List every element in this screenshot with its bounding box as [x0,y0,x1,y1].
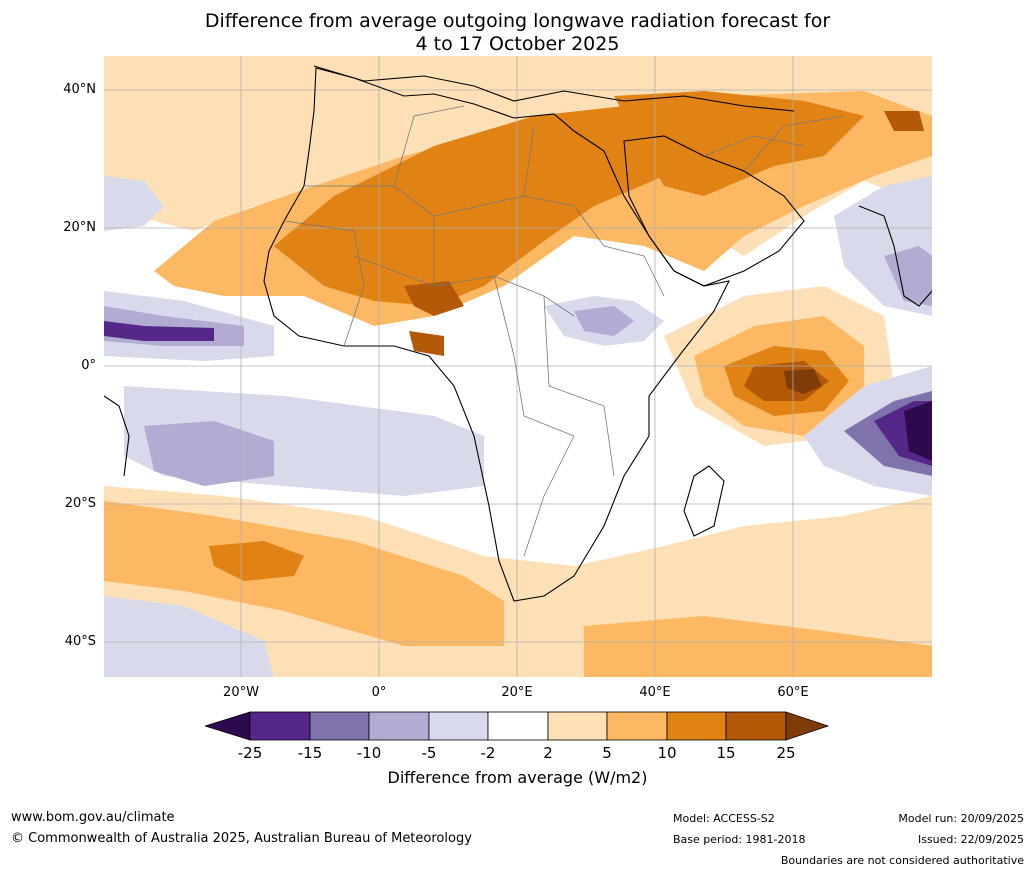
colorbar-tick: -15 [297,744,323,762]
graticule [104,56,932,677]
shade-gulf-guinea-brown [404,281,464,316]
colorbar-segment-1 [249,711,311,741]
model-run-text: Model run: 20/09/2025 [898,812,1024,825]
colorbar-arrow-max [785,711,830,741]
disclaimer-text: Boundaries are not considered authoritat… [780,854,1024,867]
shade-india-mid-purple [884,246,932,306]
colorbar [205,711,830,741]
lon-label-20w: 20°W [223,685,259,700]
europe-coastline [313,65,795,112]
copyright-text: © Commonwealth of Australia 2025, Austra… [11,831,472,846]
colorbar-segment-2 [309,711,370,741]
shade-west-atlantic-purple [104,176,164,231]
shade-south-atlantic-mid-purple [144,421,274,486]
colorbar-segment-7 [606,711,668,741]
lon-label-40e: 40°E [639,685,671,700]
colorbar-arrow-min [205,711,251,741]
shade-se-indian-deepest-purple [904,401,932,461]
lat-label-20s: 20°S [64,496,96,511]
shade-gulf-guinea-brown-2 [409,331,444,356]
colorbar-tick: 15 [716,744,736,762]
lat-label-40n: 40°N [63,82,96,97]
colorbar-segment-8 [666,711,727,741]
shade-southern-purple [104,596,274,677]
colorbar-segment-4 [428,711,489,741]
lat-label-20n: 20°N [63,220,96,235]
colorbar-tick: -5 [421,744,437,762]
issued-text: Issued: 22/09/2025 [917,833,1024,846]
chart-title: Difference from average outgoing longwav… [0,10,1035,56]
shade-indian-deep-brown [784,369,822,394]
india-coastline [858,205,932,307]
madagascar-coastline [683,465,725,537]
colorbar-segment-3 [368,711,430,741]
lat-label-0: 0° [81,358,96,373]
colorbar-segment-5 [487,711,549,741]
title-line-2: 4 to 17 October 2025 [415,33,620,55]
shade-central-africa-mid-purple [574,306,634,336]
south-america-coastline [104,395,130,477]
colorbar-tick: -10 [356,744,382,762]
shade-persia-dark [884,111,924,131]
olr-anomaly-map [104,56,932,677]
lat-label-40s: 40°S [64,634,96,649]
colorbar-tick: 25 [776,744,796,762]
shade-atlantic-dark-purple [104,321,214,341]
shade-southern-orange [104,501,504,646]
colorbar-label: Difference from average (W/m2) [387,768,648,787]
africa-coastline [263,67,730,602]
country-borders [283,105,845,557]
shade-southern-orange-east [584,616,932,677]
colorbar-tick: 5 [602,744,612,762]
shade-arabia-dark-orange [614,91,864,196]
base-period-text: Base period: 1981-2018 [673,833,806,846]
title-line-1: Difference from average outgoing longwav… [204,10,831,32]
shade-southern-dark-orange [209,541,304,581]
lon-label-60e: 60°E [777,685,809,700]
colorbar-tick: 10 [657,744,677,762]
colorbar-tick: 2 [543,744,553,762]
model-text: Model: ACCESS-S2 [673,812,775,825]
lon-label-0: 0° [371,685,387,700]
lon-label-20e: 20°E [501,685,533,700]
colorbar-tick: -25 [237,744,263,762]
colorbar-tick: -2 [480,744,496,762]
website-link[interactable]: www.bom.gov.au/climate [11,810,175,825]
colorbar-segment-9 [725,711,787,741]
colorbar-segment-6 [547,711,608,741]
